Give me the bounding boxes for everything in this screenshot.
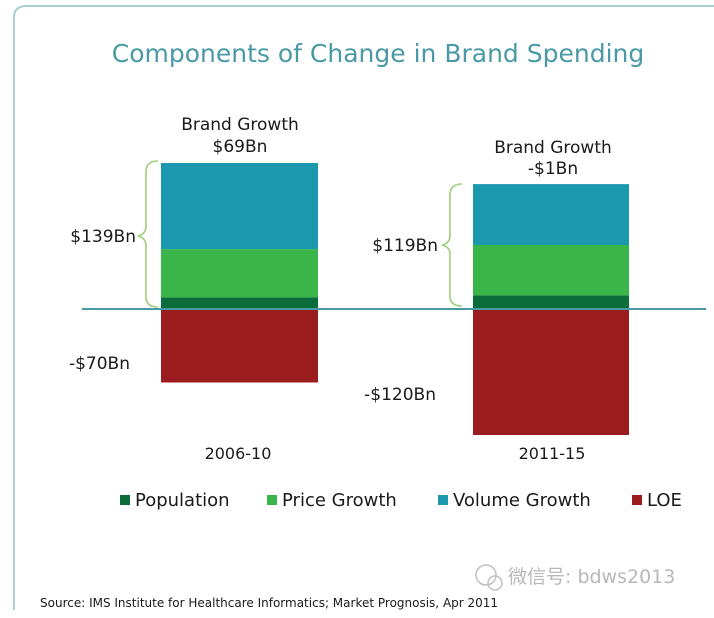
legend-label-population: Population (135, 490, 230, 511)
category-label-2: 2011-15 (519, 444, 586, 463)
legend-label-price-growth: Price Growth (282, 490, 397, 511)
brace-2 (441, 183, 463, 307)
wechat-watermark: 微信号: bdws2013 (475, 564, 675, 591)
watermark-text: 微信号: bdws2013 (508, 566, 675, 588)
bar-loe-2 (473, 309, 629, 435)
brace-1 (137, 160, 159, 308)
positive-total-2: $119Bn (372, 236, 438, 256)
wechat-icon (475, 564, 497, 586)
negative-total-1: -$70Bn (69, 354, 130, 374)
category-label-1: 2006-10 (205, 444, 272, 463)
growth-value-1: $69Bn (213, 137, 268, 157)
legend-label-volume-growth: Volume Growth (453, 490, 591, 511)
chart-title: Components of Change in Brand Spending (112, 39, 644, 68)
source-note: Source: IMS Institute for Healthcare Inf… (40, 596, 498, 610)
card-frame (13, 5, 714, 19)
bar-volume-growth-1 (161, 163, 318, 250)
bar-price-growth-2 (473, 245, 629, 296)
bar-price-growth-1 (161, 249, 318, 298)
bar-loe-1 (161, 309, 318, 383)
wechat-icon-inner (487, 575, 503, 591)
legend-swatch-volume-growth (438, 495, 448, 505)
legend-label-loe: LOE (647, 490, 682, 511)
growth-label-1: Brand Growth (181, 115, 299, 135)
legend: Population Price Growth Volume Growth LO… (120, 490, 682, 511)
growth-value-2: -$1Bn (528, 159, 578, 179)
legend-swatch-loe (632, 495, 642, 505)
bar-population-1 (161, 297, 318, 309)
growth-label-2: Brand Growth (494, 138, 612, 158)
positive-total-1: $139Bn (70, 227, 136, 247)
bars-group (161, 163, 629, 435)
negative-total-2: -$120Bn (364, 385, 436, 405)
legend-swatch-price-growth (267, 495, 277, 505)
legend-swatch-population (120, 495, 130, 505)
bar-volume-growth-2 (473, 184, 629, 245)
bar-population-2 (473, 295, 629, 310)
